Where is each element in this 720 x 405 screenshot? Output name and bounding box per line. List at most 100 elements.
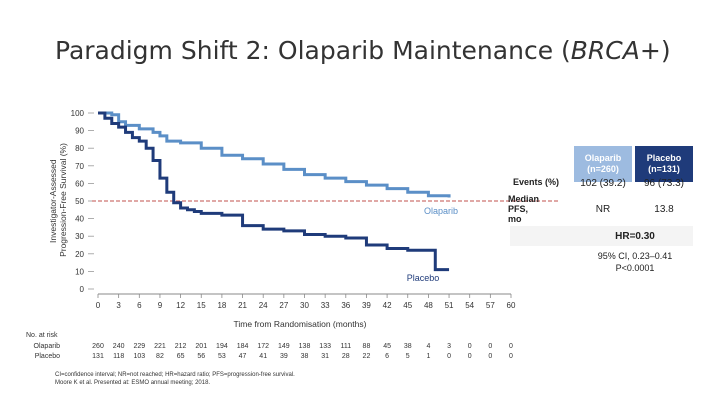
x-tick-label: 9	[158, 301, 163, 310]
risk-placebo-count: 5	[406, 353, 410, 360]
risk-olaparib-count: 194	[216, 343, 228, 350]
risk-olaparib-count: 38	[404, 343, 412, 350]
placebo-series-label: Placebo	[407, 273, 440, 283]
risk-placebo-count: 38	[301, 353, 309, 360]
y-tick-label: 60	[75, 179, 84, 188]
x-axis-label: Time from Randomisation (months)	[234, 319, 367, 329]
confidence-interval: 95% CI, 0.23–0.41 P<0.0001	[597, 251, 673, 273]
risk-olaparib-count: 3	[447, 343, 451, 350]
y-tick-label: 40	[75, 215, 84, 224]
page-title: Paradigm Shift 2: Olaparib Maintenance (…	[55, 36, 671, 65]
risk-placebo-count: 131	[92, 353, 104, 360]
risk-olaparib-count: 138	[299, 343, 311, 350]
risk-placebo-count: 0	[488, 353, 492, 360]
risk-placebo-count: 41	[259, 353, 267, 360]
risk-placebo-count: 56	[197, 353, 205, 360]
risk-olaparib-count: 0	[488, 343, 492, 350]
risk-olaparib-count: 4	[426, 343, 430, 350]
x-tick-label: 15	[197, 301, 206, 310]
olaparib-curve	[98, 111, 451, 198]
median-placebo-value: 13.8	[654, 204, 674, 215]
risk-olaparib-count: 221	[154, 343, 166, 350]
events-row-label: Events (%)	[512, 177, 559, 187]
x-tick-label: 33	[321, 301, 330, 310]
x-tick-label: 42	[383, 301, 392, 310]
hazard-ratio: HR=0.30	[615, 231, 655, 242]
x-tick-label: 48	[424, 301, 433, 310]
risk-olaparib-count: 172	[257, 343, 269, 350]
median-pfs-row-label: Median PFS, mo	[508, 194, 540, 224]
olaparib-series-label: Olaparib	[424, 206, 458, 216]
y-tick-label: 50	[75, 197, 84, 206]
risk-placebo-count: 103	[133, 353, 145, 360]
risk-placebo-count: 0	[447, 353, 451, 360]
y-tick-label: 0	[80, 285, 85, 294]
x-tick-label: 36	[341, 301, 350, 310]
x-tick-label: 57	[486, 301, 495, 310]
risk-olaparib-count: 240	[113, 343, 125, 350]
y-tick-label: 90	[75, 127, 84, 136]
x-tick-label: 39	[362, 301, 371, 310]
events-placebo-value: 96 (73.3)	[643, 178, 685, 189]
risk-placebo-count: 28	[342, 353, 350, 360]
risk-placebo-count: 39	[280, 353, 288, 360]
risk-olaparib-count: 229	[133, 343, 145, 350]
y-tick-label: 10	[75, 267, 84, 276]
hr-bar	[510, 226, 693, 246]
footnote: CI=confidence interval; NR=not reached; …	[55, 372, 295, 386]
x-tick-label: 30	[300, 301, 309, 310]
x-tick-label: 21	[238, 301, 247, 310]
risk-olaparib-count: 111	[340, 343, 351, 350]
risk-placebo-count: 53	[218, 353, 226, 360]
risk-table-header: No. at risk	[26, 332, 58, 339]
x-tick-label: 45	[403, 301, 412, 310]
risk-olaparib-count: 88	[363, 343, 371, 350]
olaparib-column-label: Olaparib (n=260)	[584, 153, 622, 174]
y-tick-label: 80	[75, 144, 84, 153]
risk-olaparib-count: 260	[92, 343, 104, 350]
risk-olaparib-count: 212	[175, 343, 187, 350]
risk-olaparib-count: 149	[278, 343, 290, 350]
risk-placebo-count: 47	[239, 353, 247, 360]
y-tick-label: 100	[71, 109, 85, 118]
risk-placebo-label: Placebo	[35, 353, 60, 360]
y-axis-label: Investigator-Assessed Progression-Free S…	[48, 143, 68, 257]
y-axis-label-line1: Investigator-Assessed	[48, 159, 58, 243]
x-tick-label: 27	[279, 301, 288, 310]
risk-olaparib-count: 0	[468, 343, 472, 350]
risk-olaparib-count: 201	[195, 343, 207, 350]
x-tick-label: 24	[259, 301, 268, 310]
x-tick-label: 0	[96, 301, 101, 310]
x-tick-label: 6	[137, 301, 142, 310]
olaparib-column-header: Olaparib (n=260)	[574, 146, 632, 182]
x-tick-label: 60	[507, 301, 516, 310]
risk-placebo-count: 118	[113, 353, 124, 360]
y-tick-label: 70	[75, 162, 84, 171]
risk-olaparib-label: Olaparib	[34, 343, 61, 350]
risk-placebo-count: 65	[177, 353, 185, 360]
risk-placebo-count: 82	[156, 353, 164, 360]
median-olaparib-value: NR	[595, 204, 611, 215]
risk-olaparib-count: 0	[509, 343, 513, 350]
risk-placebo-count: 6	[385, 353, 389, 360]
x-tick-label: 3	[116, 301, 121, 310]
y-axis-label-line2: Progression-Free Survival (%)	[58, 143, 68, 257]
risk-olaparib-count: 45	[383, 343, 391, 350]
risk-placebo-count: 0	[468, 353, 472, 360]
placebo-column-label: Placebo (n=131)	[646, 153, 682, 174]
y-tick-label: 20	[75, 250, 84, 259]
y-tick-label: 30	[75, 232, 84, 241]
x-tick-label: 12	[176, 301, 185, 310]
risk-placebo-count: 22	[363, 353, 371, 360]
risk-placebo-count: 0	[509, 353, 513, 360]
placebo-curve	[98, 111, 450, 272]
x-tick-label: 51	[445, 301, 454, 310]
risk-placebo-count: 31	[321, 353, 329, 360]
events-olaparib-value: 102 (39.2)	[580, 178, 626, 189]
risk-olaparib-count: 184	[237, 343, 249, 350]
x-tick-label: 18	[217, 301, 226, 310]
placebo-column-header: Placebo (n=131)	[635, 146, 693, 182]
risk-olaparib-count: 133	[319, 343, 331, 350]
x-tick-label: 54	[465, 301, 474, 310]
